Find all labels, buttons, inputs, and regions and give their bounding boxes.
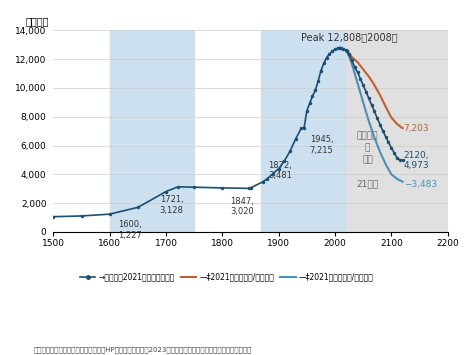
Text: 1600,
1,227: 1600, 1,227 — [118, 220, 142, 240]
Text: 7,203: 7,203 — [404, 124, 429, 133]
Text: 1721,
3,128: 1721, 3,128 — [160, 195, 183, 214]
Bar — [110, 31, 194, 232]
Legend: →総人口・2021年以降中位推計, —‡2021～死亡低位/出産高位, —‡2021～死亡高位/出産低位: →総人口・2021年以降中位推計, —‡2021～死亡低位/出産高位, —‡20… — [77, 269, 377, 284]
Bar — [261, 31, 346, 232]
Text: 2120,
4,973: 2120, 4,973 — [404, 151, 429, 170]
Text: （万人）: （万人） — [26, 16, 49, 26]
Text: Peak 12,808（2008）: Peak 12,808（2008） — [301, 32, 398, 42]
Text: 1847,
3,020: 1847, 3,020 — [230, 197, 254, 216]
Text: −3,483: −3,483 — [404, 180, 437, 189]
Bar — [346, 31, 447, 232]
Text: 出典：国立社会保障・人口問題研究所HP　人口統計資料集2023年改訂版、及び日本の将来推計人口（全国）: 出典：国立社会保障・人口問題研究所HP 人口統計資料集2023年改訂版、及び日本… — [33, 346, 252, 353]
Text: 1872,
3,481: 1872, 3,481 — [269, 160, 292, 180]
Text: 1945,
7,215: 1945, 7,215 — [310, 136, 333, 155]
Text: 人口激減
の
日本

21世紀: 人口激減 の 日本 21世紀 — [356, 132, 379, 188]
